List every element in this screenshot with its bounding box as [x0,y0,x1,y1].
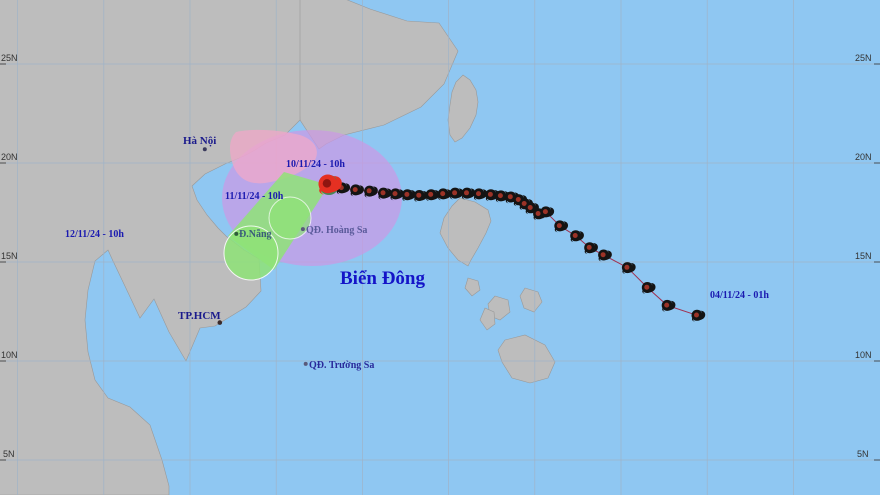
svg-text:5N: 5N [857,449,869,459]
svg-text:25N: 25N [1,53,18,63]
svg-text:QĐ. Trường Sa: QĐ. Trường Sa [309,360,374,371]
svg-text:10/11/24 - 10h: 10/11/24 - 10h [286,159,345,170]
svg-text:Đ.Nẵng: Đ.Nẵng [239,229,272,240]
svg-text:20N: 20N [1,152,18,162]
svg-text:12/11/24 - 10h: 12/11/24 - 10h [65,229,124,240]
svg-text:10N: 10N [1,350,18,360]
svg-text:TP.HCM: TP.HCM [178,310,221,322]
svg-text:11/11/24 - 10h: 11/11/24 - 10h [225,191,284,202]
svg-text:15N: 15N [855,251,872,261]
svg-text:10N: 10N [855,350,872,360]
svg-text:Hà Nội: Hà Nội [183,135,216,147]
svg-text:20N: 20N [855,152,872,162]
svg-text:04/11/24 - 01h: 04/11/24 - 01h [710,290,769,301]
svg-text:25N: 25N [855,53,872,63]
svg-text:QĐ. Hoàng Sa: QĐ. Hoàng Sa [306,225,367,236]
svg-text:Biển Đông: Biển Đông [340,268,425,289]
svg-text:15N: 15N [1,251,18,261]
svg-text:5N: 5N [3,449,15,459]
